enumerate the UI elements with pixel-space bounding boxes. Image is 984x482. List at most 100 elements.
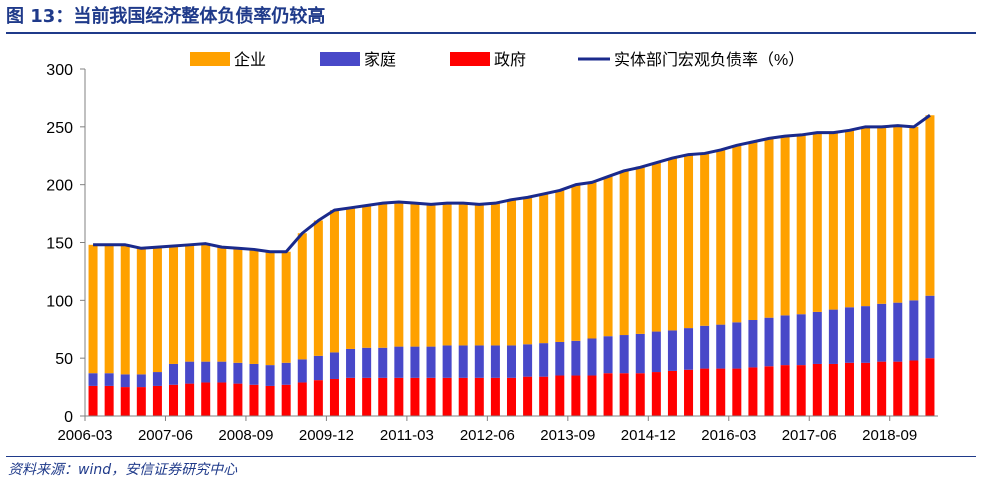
bar-household xyxy=(716,324,726,369)
bar-government xyxy=(217,382,227,416)
bar-government xyxy=(732,368,742,416)
bar-government xyxy=(426,377,436,416)
chart-title: 图 13：当前我国经济整体负债率仍较高 xyxy=(6,6,326,27)
bar-government xyxy=(152,385,162,416)
bar-government xyxy=(458,377,468,416)
bar-government xyxy=(571,375,581,416)
x-tick-label: 2018-09 xyxy=(862,427,917,444)
bar-enterprise xyxy=(362,205,372,348)
bar-government xyxy=(893,361,903,416)
bar-government xyxy=(120,387,130,416)
bar-enterprise xyxy=(265,251,275,366)
bar-enterprise xyxy=(249,249,259,364)
legend-household-swatch xyxy=(320,52,360,66)
bar-government xyxy=(346,377,356,416)
bar-government xyxy=(844,362,854,416)
bar-enterprise xyxy=(410,203,420,347)
bar-household xyxy=(490,345,500,378)
bar-enterprise xyxy=(297,233,307,360)
x-tick-label: 2016-03 xyxy=(701,427,756,444)
x-tick-label: 2013-09 xyxy=(540,427,595,444)
bar-household xyxy=(394,346,404,378)
x-tick-label: 2006-03 xyxy=(57,427,112,444)
bar-enterprise xyxy=(506,199,516,346)
bar-household xyxy=(893,302,903,362)
bar-government xyxy=(555,375,565,416)
bar-enterprise xyxy=(346,207,356,349)
bar-household xyxy=(185,361,195,384)
bar-enterprise xyxy=(490,203,500,346)
bar-enterprise xyxy=(394,202,404,347)
stacked-bars xyxy=(88,115,935,416)
bar-household xyxy=(362,347,372,378)
bar-government xyxy=(812,363,822,416)
bar-enterprise xyxy=(828,132,838,310)
bar-government xyxy=(748,367,758,416)
bar-government xyxy=(651,372,661,416)
x-tick-label: 2007-06 xyxy=(138,427,193,444)
bar-enterprise xyxy=(217,247,227,362)
bar-enterprise xyxy=(555,190,565,342)
y-tick-label: 250 xyxy=(46,120,73,137)
bar-enterprise xyxy=(233,248,243,363)
bar-enterprise xyxy=(909,126,919,301)
bar-household xyxy=(844,307,854,363)
y-tick-label: 200 xyxy=(46,178,73,195)
bar-government xyxy=(169,384,179,416)
bar-government xyxy=(667,370,677,416)
bar-government xyxy=(201,382,211,416)
bar-enterprise xyxy=(877,126,887,304)
bar-household xyxy=(523,344,533,377)
bar-household xyxy=(265,365,275,386)
bar-household xyxy=(539,343,549,377)
bar-enterprise xyxy=(539,193,549,344)
bar-household xyxy=(378,347,388,378)
bar-government xyxy=(635,373,645,416)
bar-enterprise xyxy=(603,176,613,337)
footer-rule xyxy=(6,456,976,457)
bar-household xyxy=(201,361,211,383)
bar-household xyxy=(104,373,114,386)
legend-enterprise-label: 企业 xyxy=(234,51,266,69)
bar-enterprise xyxy=(313,220,323,356)
bar-household xyxy=(169,363,179,385)
bar-household xyxy=(651,331,661,373)
source-note: 资料来源：wind，安信证券研究中心 xyxy=(8,462,238,478)
bar-government xyxy=(828,363,838,416)
bar-household xyxy=(249,363,259,385)
bar-enterprise xyxy=(120,244,130,375)
y-tick-label: 50 xyxy=(55,351,73,368)
bar-household xyxy=(506,345,516,378)
bar-government xyxy=(362,377,372,416)
legend-government-label: 政府 xyxy=(494,51,526,69)
bar-enterprise xyxy=(442,203,452,346)
bar-government xyxy=(523,376,533,416)
bar-enterprise xyxy=(281,251,291,363)
bar-household xyxy=(635,333,645,374)
legend: 企业 家庭 政府 实体部门宏观负债率（%） xyxy=(190,51,804,69)
bar-household xyxy=(458,345,468,378)
bar-household xyxy=(812,311,822,364)
bar-enterprise xyxy=(571,184,581,341)
bar-government xyxy=(394,377,404,416)
bar-government xyxy=(410,377,420,416)
y-tick-label: 150 xyxy=(46,236,73,253)
bar-government xyxy=(506,377,516,416)
bar-household xyxy=(684,328,694,370)
x-tick-label: 2009-12 xyxy=(299,427,354,444)
x-tick-label: 2017-06 xyxy=(782,427,837,444)
bar-enterprise xyxy=(587,182,597,339)
bar-government xyxy=(925,358,935,416)
y-tick-label: 100 xyxy=(46,293,73,310)
bar-government xyxy=(861,362,871,416)
legend-enterprise-swatch xyxy=(190,52,230,66)
bar-enterprise xyxy=(716,149,726,325)
bar-government xyxy=(603,373,613,416)
bar-household xyxy=(796,314,806,366)
bar-government xyxy=(474,377,484,416)
bar-household xyxy=(555,341,565,376)
bar-household xyxy=(426,346,436,378)
bar-household xyxy=(313,355,323,381)
bar-household xyxy=(571,340,581,376)
y-tick-label: 0 xyxy=(64,409,73,426)
